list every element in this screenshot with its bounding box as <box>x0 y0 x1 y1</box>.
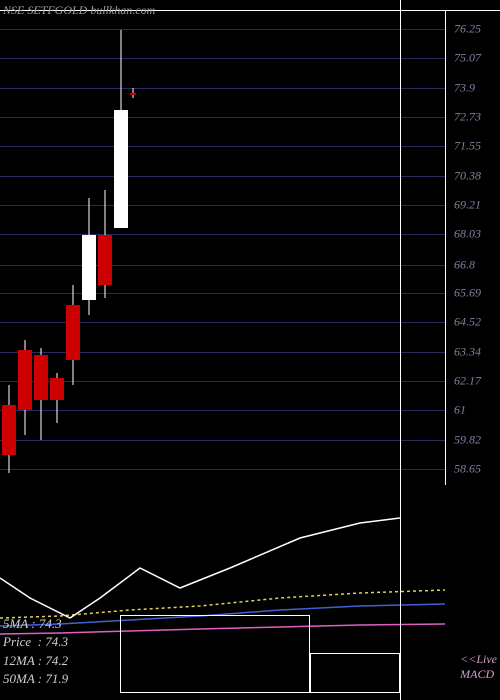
gridline <box>0 146 445 147</box>
gridline <box>0 234 445 235</box>
info-50ma: 50MA : 71.9 <box>3 670 68 688</box>
y-axis-label: 76.25 <box>454 21 481 36</box>
gridline <box>0 58 445 59</box>
overlay-rect <box>120 615 310 693</box>
gridline <box>0 469 445 470</box>
gridline <box>0 29 445 30</box>
candle <box>66 285 80 385</box>
y-axis-label: 68.03 <box>454 227 481 242</box>
y-axis-label: 73.9 <box>454 80 475 95</box>
info-12ma: 12MA : 74.2 <box>3 652 68 670</box>
y-axis-label: 61 <box>454 403 466 418</box>
gridline <box>0 117 445 118</box>
y-axis-label: 72.73 <box>454 109 481 124</box>
candle <box>18 340 32 435</box>
candle <box>114 30 128 228</box>
y-axis-label: 71.55 <box>454 139 481 154</box>
gridline <box>0 205 445 206</box>
y-axis-label: 58.65 <box>454 461 481 476</box>
y-axis-label: 62.17 <box>454 373 481 388</box>
macd-label: <<LiveMACD <box>460 652 497 682</box>
info-box: 5MA : 74.3 Price : 74.3 12MA : 74.2 50MA… <box>3 615 68 688</box>
chart-title: NSE SETFGOLD bullkhan.com <box>3 3 155 18</box>
y-axis-label: 64.52 <box>454 315 481 330</box>
candle <box>82 198 96 316</box>
candle <box>2 385 16 473</box>
gridline <box>0 265 445 266</box>
y-axis: 76.25 75.07 73.9 72.73 71.55 70.38 69.21 68.03 6… <box>445 10 500 485</box>
candle <box>130 88 136 98</box>
stock-chart: NSE SETFGOLD bullkhan.com 76.25 75.07 73.9… <box>0 0 500 700</box>
gridline <box>0 440 445 441</box>
overlay-rect <box>310 653 400 693</box>
y-axis-label: 75.07 <box>454 51 481 66</box>
gridline <box>0 88 445 89</box>
gridline <box>0 176 445 177</box>
candle <box>50 373 64 423</box>
candle <box>34 348 48 441</box>
info-5ma: 5MA : 74.3 <box>3 615 68 633</box>
y-axis-label: 66.8 <box>454 258 475 273</box>
y-axis-label: 70.38 <box>454 168 481 183</box>
cursor-line <box>400 0 401 700</box>
macd-line <box>0 518 400 618</box>
y-axis-label: 59.82 <box>454 432 481 447</box>
info-price: Price : 74.3 <box>3 633 68 651</box>
y-axis-label: 63.34 <box>454 344 481 359</box>
y-axis-label: 65.69 <box>454 285 481 300</box>
y-axis-label: 69.21 <box>454 197 481 212</box>
candle <box>98 190 112 298</box>
gridline <box>0 410 445 411</box>
